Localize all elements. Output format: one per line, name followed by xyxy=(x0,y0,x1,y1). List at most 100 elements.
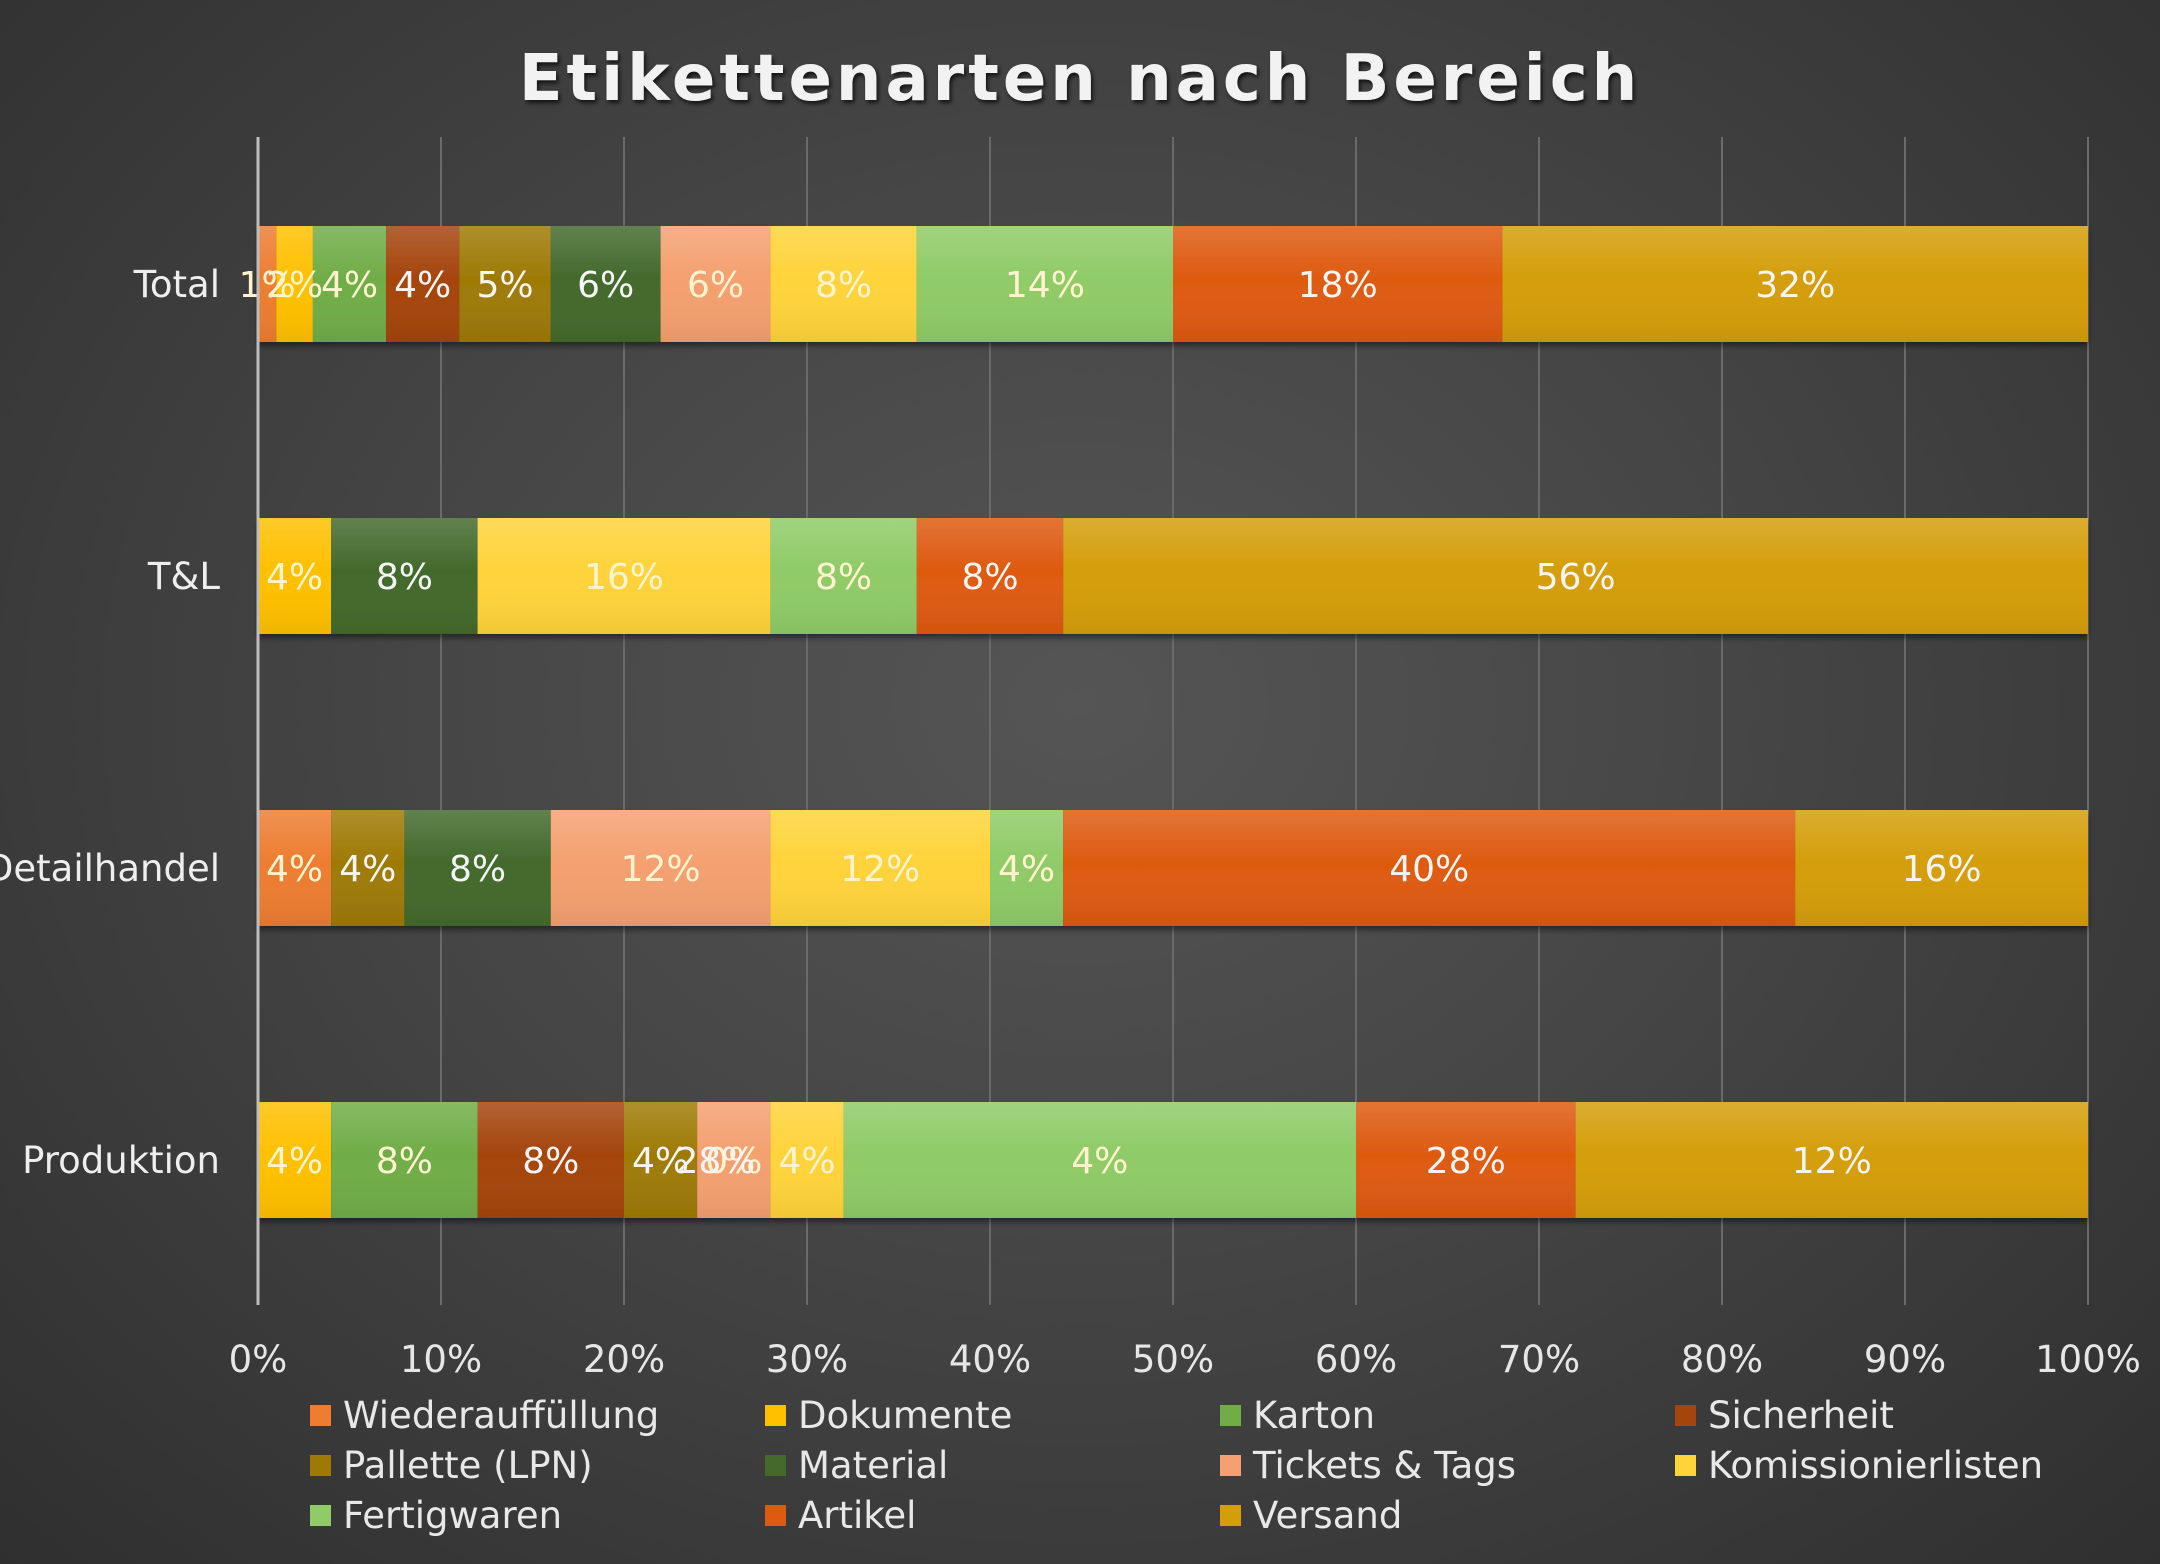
bar-data-label: 5% xyxy=(476,265,533,306)
legend-label: Komissionierlisten xyxy=(1708,1443,2044,1487)
bar-data-label: 4% xyxy=(266,1141,323,1182)
bar-data-label: 4% xyxy=(1071,1141,1128,1182)
bar-data-label: 12% xyxy=(621,849,701,890)
legend-swatch xyxy=(1220,1504,1241,1526)
legend-label: Fertigwaren xyxy=(343,1493,563,1537)
x-tick-label: 0% xyxy=(229,1338,288,1381)
bar-data-label: 4% xyxy=(394,265,451,306)
bar-segment-shade xyxy=(770,810,990,926)
bar-segment-shade xyxy=(1575,1102,2088,1218)
x-tick-label: 40% xyxy=(949,1338,1031,1381)
bar-data-label: 4% xyxy=(998,849,1055,890)
bar-segment-shade xyxy=(916,518,1064,634)
bar-segment-shade xyxy=(331,810,405,926)
bar-data-label: 8% xyxy=(815,265,872,306)
bar-segment-shade xyxy=(258,1102,332,1218)
bar-segment-shade xyxy=(770,1102,844,1218)
bar-data-label: 8% xyxy=(815,557,872,598)
x-tick-label: 70% xyxy=(1498,1338,1580,1381)
bar-data-label: 6% xyxy=(577,265,634,306)
bar-segment-shade xyxy=(550,810,771,926)
bar-data-label: 28% xyxy=(675,1141,755,1182)
bar-data-label: 4% xyxy=(266,849,323,890)
data-labels: 1%2%4% 4% 5% 6% 6% 8% 14% 18% 32%4% 8% 16% 8% 8% 56%4… xyxy=(239,265,1982,1182)
bar-segment-shade xyxy=(477,1102,624,1218)
bar-data-label: 0% xyxy=(705,1141,762,1182)
bar-data-label: 14% xyxy=(1005,265,1085,306)
legend-item: Versand xyxy=(1220,1492,1675,1538)
legend-item: Wiederauffüllung xyxy=(310,1392,765,1438)
legend-label: Dokumente xyxy=(798,1393,1013,1437)
x-tick-label: 80% xyxy=(1681,1338,1763,1381)
bar-data-label: 1% xyxy=(239,265,296,306)
legend-swatch xyxy=(310,1454,331,1476)
bar-data-label: 4% xyxy=(339,849,396,890)
bar-data-label: 40% xyxy=(1389,849,1469,890)
legend-swatch xyxy=(1220,1404,1241,1426)
legend-item: Fertigwaren xyxy=(310,1492,765,1538)
category-label: Detailhandel xyxy=(0,847,220,890)
legend: Wiederauffüllung Dokumente Karton Sicherhei… xyxy=(310,1392,2110,1538)
bar-segment-shade xyxy=(550,226,661,342)
bars xyxy=(258,226,2088,1218)
bar-data-label: 8% xyxy=(961,557,1018,598)
legend-label: Versand xyxy=(1253,1493,1403,1537)
bar-data-label: 28% xyxy=(1426,1141,1506,1182)
bar-data-label: 32% xyxy=(1755,265,1835,306)
bar-data-label: 16% xyxy=(1902,849,1982,890)
bar-data-label: 8% xyxy=(449,849,506,890)
bar-segment-shade xyxy=(459,226,551,342)
legend-label: Sicherheit xyxy=(1708,1393,1894,1437)
bar-data-label: 56% xyxy=(1536,557,1616,598)
bar-data-label: 4% xyxy=(778,1141,835,1182)
category-label: T&L xyxy=(147,555,220,598)
bar-data-label: 8% xyxy=(376,1141,433,1182)
legend-label: Material xyxy=(798,1443,949,1487)
bar-segment-shade xyxy=(258,518,332,634)
bar-data-label: 4% xyxy=(266,557,323,598)
bar-segment-shade xyxy=(660,226,771,342)
bar-row xyxy=(258,226,2088,342)
legend-item: Sicherheit xyxy=(1675,1392,2130,1438)
legend-label: Artikel xyxy=(798,1493,917,1537)
legend-swatch xyxy=(765,1454,786,1476)
legend-label: Karton xyxy=(1253,1393,1376,1437)
category-label: Produktion xyxy=(22,1139,220,1182)
bar-data-label: 8% xyxy=(522,1141,579,1182)
bar-segment-shade xyxy=(331,518,478,634)
bar-segment-shade xyxy=(1356,1102,1576,1218)
bar-segment-shade xyxy=(990,810,1064,926)
category-label: Total xyxy=(133,263,220,306)
bar-segment-shade xyxy=(276,226,313,342)
x-tick-label: 100% xyxy=(2035,1338,2141,1381)
legend-item: Material xyxy=(765,1442,1220,1488)
bar-segment-shade xyxy=(312,226,387,342)
bar-segment-shade xyxy=(477,518,771,634)
bar-segment-shade xyxy=(258,226,277,342)
x-tick-label: 20% xyxy=(583,1338,665,1381)
bar-segment-shade xyxy=(386,226,460,342)
bar-segment-shade xyxy=(916,226,1173,342)
bar-segment-shade xyxy=(331,1102,478,1218)
legend-swatch xyxy=(1675,1404,1696,1426)
chart-title: Etikettenarten nach Bereich xyxy=(519,42,1641,116)
bar-segment-shade xyxy=(1795,810,2088,926)
x-tick-label: 30% xyxy=(766,1338,848,1381)
legend-item: Pallette (LPN) xyxy=(310,1442,765,1488)
x-tick-label: 60% xyxy=(1315,1338,1397,1381)
legend-swatch xyxy=(1675,1454,1696,1476)
bar-segment-shade xyxy=(843,1102,1356,1218)
bar-data-label: 2% xyxy=(266,265,323,306)
bar-segment-shade xyxy=(404,810,551,926)
bar-row xyxy=(258,518,2088,634)
bar-data-label: 12% xyxy=(1792,1141,1872,1182)
legend-swatch xyxy=(310,1404,331,1426)
bar-segment-shade xyxy=(1063,810,1796,926)
legend-swatch xyxy=(1220,1454,1241,1476)
bar-segment-shade xyxy=(770,518,917,634)
category-labels: Total T&L Detailhandel Produktion xyxy=(0,263,220,1182)
legend-item: Dokumente xyxy=(765,1392,1220,1438)
bar-segment-shade xyxy=(258,810,332,926)
bar-segment-shade xyxy=(770,226,917,342)
